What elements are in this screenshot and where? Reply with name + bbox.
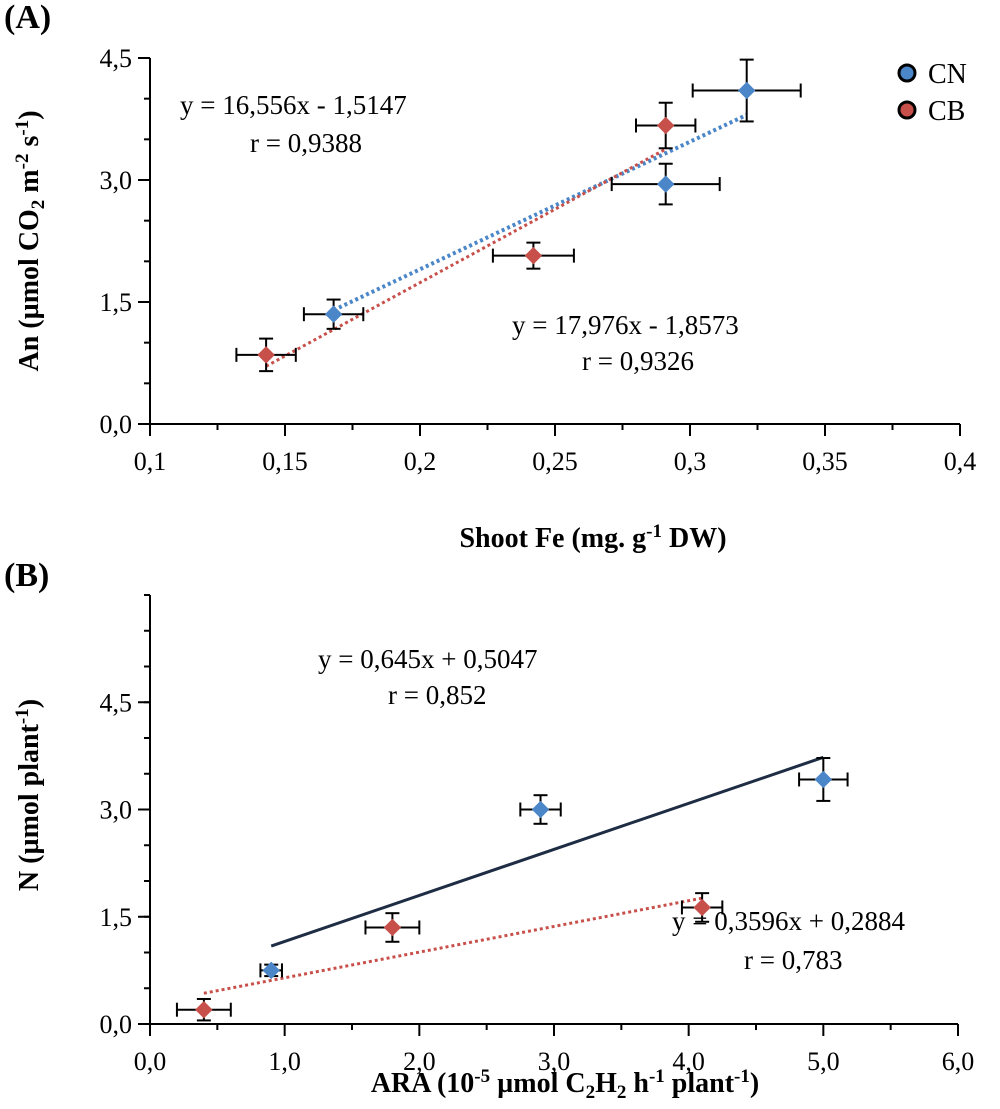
cb-data-point bbox=[656, 116, 675, 135]
cb-data-point bbox=[524, 246, 543, 265]
x-tick-label-b: 4,0 bbox=[672, 1047, 705, 1076]
cn-data-point bbox=[262, 961, 280, 980]
x-axis-label-b: ARA (10-5 µmol C2H2 h-1 plant-1) bbox=[371, 1066, 759, 1103]
x-tick-label-a: 0,15 bbox=[262, 447, 308, 476]
cb-r-a: r = 0,9326 bbox=[582, 346, 694, 376]
panel-a-axes: 0,0 1,5 3,0 4,5 0,1 0,15 0,2 0,25 0,3 0,35 0,4 bbox=[100, 44, 977, 476]
cb-fit-line-b bbox=[203, 896, 703, 995]
cn-data-point bbox=[814, 770, 833, 789]
cn-equation-a: y = 16,556x - 1,5147 bbox=[180, 90, 407, 120]
x-tick-label-b: 0,0 bbox=[134, 1047, 167, 1076]
y-tick-label-a: 3,0 bbox=[100, 166, 133, 195]
cb-data-point bbox=[195, 1000, 213, 1019]
x-tick-label-a: 0,4 bbox=[944, 447, 977, 476]
x-tick-label-b: 1,0 bbox=[268, 1047, 301, 1076]
y-tick-label-a: 4,5 bbox=[100, 44, 133, 73]
cn-r-b: r = 0,852 bbox=[388, 680, 486, 710]
y-tick-label-a: 0,0 bbox=[100, 410, 133, 439]
cn-fit-line-b bbox=[270, 755, 824, 948]
x-tick-label-a: 0,3 bbox=[674, 447, 707, 476]
panel-b-fits bbox=[203, 755, 824, 995]
x-axis-label-a: Shoot Fe (mg. g-1 DW) bbox=[459, 521, 726, 554]
legend-cb-label: CB bbox=[928, 96, 965, 127]
panel-b-label: (B) bbox=[4, 557, 49, 594]
cb-equation-b: y = 0,3596x + 0,2884 bbox=[672, 906, 905, 936]
y-tick-label-b: 4,5 bbox=[100, 688, 133, 717]
x-tick-label-b: 3,0 bbox=[538, 1047, 571, 1076]
y-axis-label-a: An (µmol CO2 m-2 s-1) bbox=[12, 110, 49, 371]
cn-data-point bbox=[737, 81, 756, 100]
panel-b-points bbox=[175, 757, 849, 1022]
x-tick-label-a: 0,1 bbox=[134, 447, 167, 476]
legend: CN CB bbox=[897, 59, 967, 127]
legend-cn-label: CN bbox=[928, 59, 967, 90]
cb-data-point bbox=[383, 918, 402, 937]
y-tick-label-b: 3,0 bbox=[100, 796, 133, 825]
x-tick-label-b: 2,0 bbox=[403, 1047, 436, 1076]
cb-r-b: r = 0,783 bbox=[744, 945, 842, 975]
x-tick-label-b: 5,0 bbox=[807, 1047, 840, 1076]
panel-a-label: (A) bbox=[4, 0, 51, 36]
cb-fit-line-a bbox=[265, 147, 667, 368]
panel-a-fits bbox=[265, 113, 748, 368]
x-tick-label-a: 0,2 bbox=[404, 447, 437, 476]
cn-data-point bbox=[324, 305, 343, 323]
legend-cb-marker bbox=[897, 100, 917, 120]
x-tick-label-a: 0,35 bbox=[802, 447, 848, 476]
cb-data-point bbox=[693, 898, 711, 917]
x-tick-label-b: 6,0 bbox=[942, 1047, 975, 1076]
y-tick-label-a: 1,5 bbox=[100, 288, 133, 317]
panel-b-axes: 0,0 1,5 3,0 4,5 0,0 1,0 2,0 3,0 4,0 5,0 6,0 bbox=[100, 594, 975, 1076]
legend-cn-marker bbox=[897, 63, 917, 83]
cn-fit-line-a bbox=[332, 113, 748, 312]
cn-data-point bbox=[656, 175, 675, 193]
cb-data-point bbox=[257, 346, 275, 364]
y-tick-label-b: 1,5 bbox=[100, 903, 133, 932]
cb-equation-a: y = 17,976x - 1,8573 bbox=[512, 310, 739, 340]
y-tick-label-b: 0,0 bbox=[100, 1010, 133, 1039]
panel-a-points bbox=[235, 58, 802, 373]
x-tick-label-a: 0,25 bbox=[532, 447, 578, 476]
y-axis-label-b: N (µmol plant-1) bbox=[12, 699, 45, 891]
cn-r-a: r = 0,9388 bbox=[250, 128, 362, 158]
cn-equation-b: y = 0,645x + 0,5047 bbox=[318, 644, 537, 674]
cn-data-point bbox=[531, 800, 550, 819]
